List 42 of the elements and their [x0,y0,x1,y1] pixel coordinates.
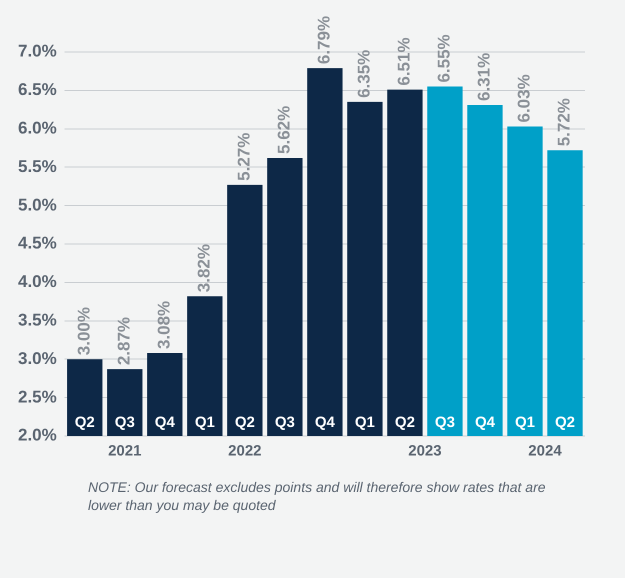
y-tick-label: 6.5% [18,80,57,100]
x-tick-label: Q4 [154,414,176,432]
y-tick-label: 2.5% [18,387,57,406]
data-label: 6.35% [354,50,374,98]
y-tick-label: 6.0% [18,118,57,138]
x-tick-label: Q1 [354,414,375,432]
x-tick-label: Q2 [554,414,575,432]
text: 2024 [528,442,562,460]
data-label: 6.03% [514,74,534,122]
y-tick-label: 2.0% [18,426,57,445]
y-tick-label: 4.5% [18,234,57,253]
y-tick-label: 5.0% [18,195,57,214]
text: 2021 [108,442,142,460]
y-tick-label: 3.0% [18,348,57,368]
data-label: 5.62% [274,106,294,154]
data-label: 6.79% [314,16,334,64]
text: NOTE: Our forecast excludes points and will therefore show rates that are lower than you may be quoted [88,478,547,514]
y-tick-label: 4.0% [18,272,57,292]
data-label: 3.00% [74,306,94,356]
x-tick-label: Q3 [274,414,295,432]
x-tick-label: Q2 [394,414,415,432]
x-tick-label: Q4 [314,414,336,432]
x-tick-label: Q2 [234,414,255,432]
x-tick-label: Q3 [114,414,135,432]
y-tick-label: 7.0% [18,42,57,61]
y-tick-label: 3.5% [18,310,57,330]
data-label: 5.27% [234,132,254,181]
text: 2023 [408,442,442,460]
x-tick-label: Q1 [194,414,215,432]
data-label: 6.51% [394,37,414,86]
data-label: 6.55% [434,34,454,83]
x-tick-label: Q1 [514,414,535,432]
text: 2022 [228,442,262,460]
data-label: 2.87% [114,316,134,366]
data-label: 3.08% [154,300,174,350]
x-tick-label: Q2 [74,414,95,432]
data-label: 6.31% [474,52,494,101]
x-tick-label: Q4 [474,414,496,432]
data-label: 3.82% [194,244,214,292]
x-tick-label: Q3 [434,414,455,432]
data-label: 5.72% [554,98,574,146]
y-tick-label: 5.5% [18,156,57,176]
